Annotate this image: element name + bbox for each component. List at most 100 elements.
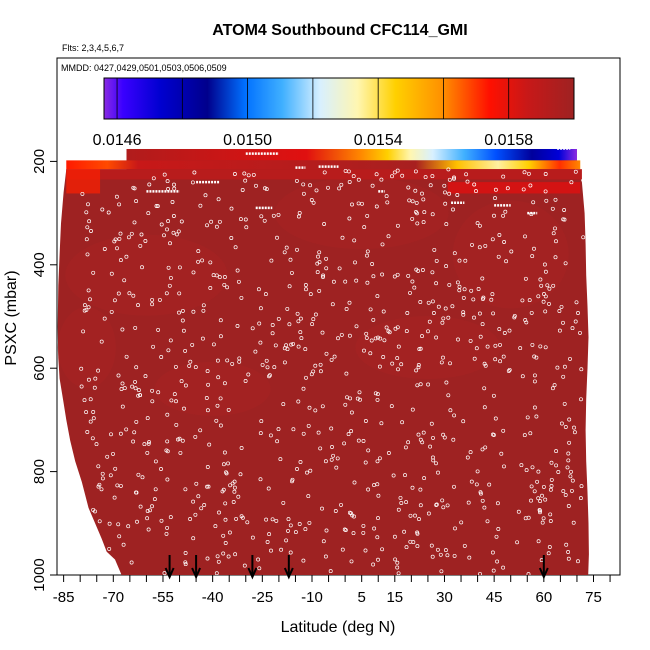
sample-marker xyxy=(329,426,334,431)
arrow-head xyxy=(247,567,258,580)
dates-note: MMDD: 0427,0429,0501,0503,0506,0509 xyxy=(61,63,227,73)
south-edge-patch xyxy=(66,169,101,194)
sample-marker xyxy=(522,433,527,438)
sample-marker xyxy=(395,560,400,565)
sample-marker xyxy=(532,405,537,410)
sample-marker xyxy=(416,268,421,273)
sample-marker xyxy=(431,435,435,440)
sample-marker xyxy=(474,482,479,487)
sample-marker xyxy=(216,375,221,380)
sample-marker xyxy=(434,502,439,507)
sample-marker xyxy=(541,516,546,521)
sample-marker xyxy=(303,283,308,287)
sample-marker xyxy=(356,177,361,182)
sample-marker xyxy=(258,306,263,311)
heatmap-field xyxy=(57,148,589,575)
sample-marker xyxy=(270,331,275,336)
sample-marker xyxy=(531,200,536,205)
colorbar-tick-label: 0.0150 xyxy=(223,132,272,149)
sample-marker xyxy=(93,509,97,514)
sample-marker xyxy=(430,270,435,275)
sample-marker xyxy=(548,519,553,523)
sample-marker xyxy=(176,229,181,234)
sample-marker xyxy=(541,484,546,489)
sample-marker xyxy=(496,254,501,259)
sample-marker xyxy=(183,487,188,492)
sample-marker xyxy=(320,404,325,409)
sample-marker xyxy=(569,180,574,185)
sample-marker xyxy=(562,364,567,369)
sample-marker xyxy=(183,562,188,567)
sample-marker xyxy=(343,279,348,284)
sample-marker xyxy=(438,552,443,557)
sample-marker xyxy=(165,179,170,184)
sample-marker xyxy=(284,538,289,543)
sample-marker xyxy=(324,528,329,533)
sample-marker xyxy=(391,473,396,478)
sample-marker xyxy=(156,390,161,395)
x-tick-label: -25 xyxy=(251,589,273,606)
sample-marker xyxy=(417,517,421,522)
sample-marker xyxy=(562,208,567,212)
sample-marker xyxy=(356,201,361,206)
sample-marker xyxy=(439,360,444,365)
sample-marker xyxy=(417,347,422,352)
sample-marker xyxy=(456,337,460,342)
sample-marker xyxy=(305,470,309,475)
sample-marker xyxy=(228,483,233,488)
sample-marker xyxy=(552,383,557,388)
sample-marker xyxy=(430,212,435,217)
sample-marker xyxy=(375,294,380,299)
sample-marker xyxy=(239,446,244,450)
sample-marker xyxy=(566,458,571,463)
sample-marker xyxy=(181,328,186,333)
sample-marker xyxy=(91,416,96,421)
sample-marker xyxy=(353,260,357,265)
sample-marker xyxy=(475,221,480,226)
sample-marker xyxy=(133,386,138,391)
sample-marker xyxy=(259,214,264,219)
sample-marker xyxy=(318,446,323,451)
sample-marker xyxy=(382,338,387,343)
sample-marker xyxy=(428,444,433,449)
sample-marker xyxy=(543,497,548,502)
sample-marker xyxy=(162,172,167,177)
sample-markers xyxy=(79,147,586,575)
sample-marker xyxy=(371,562,376,567)
sample-marker xyxy=(349,559,354,564)
sample-marker xyxy=(281,402,286,407)
sample-marker xyxy=(269,258,274,263)
sample-marker xyxy=(464,172,469,177)
sample-marker xyxy=(107,546,112,551)
sample-marker xyxy=(151,176,156,181)
sample-marker xyxy=(134,199,139,204)
sample-marker xyxy=(459,520,464,525)
sample-marker xyxy=(153,459,158,464)
sample-marker xyxy=(414,368,419,373)
sample-marker xyxy=(421,430,426,435)
sample-marker xyxy=(217,219,222,224)
sample-marker xyxy=(372,526,377,531)
sample-marker xyxy=(350,202,354,207)
sample-marker xyxy=(286,517,291,522)
sample-marker xyxy=(316,254,320,259)
sample-marker xyxy=(418,382,423,387)
sample-marker xyxy=(243,178,248,183)
colorbar-tick-label: 0.0154 xyxy=(354,132,403,149)
sample-marker xyxy=(159,355,164,359)
sample-marker xyxy=(159,518,164,523)
sample-marker xyxy=(198,203,203,208)
sample-marker xyxy=(165,449,170,454)
sample-marker xyxy=(307,520,312,525)
sample-marker xyxy=(150,302,155,307)
sample-marker xyxy=(217,510,221,515)
sample-marker xyxy=(133,379,137,384)
sample-marker xyxy=(233,245,238,250)
sample-marker xyxy=(483,363,488,368)
sample-marker xyxy=(573,169,578,174)
sample-marker xyxy=(573,319,578,324)
sample-marker xyxy=(148,508,152,513)
sample-marker xyxy=(465,179,470,184)
x-tick-label: 5 xyxy=(358,589,366,606)
sample-marker xyxy=(222,282,227,287)
